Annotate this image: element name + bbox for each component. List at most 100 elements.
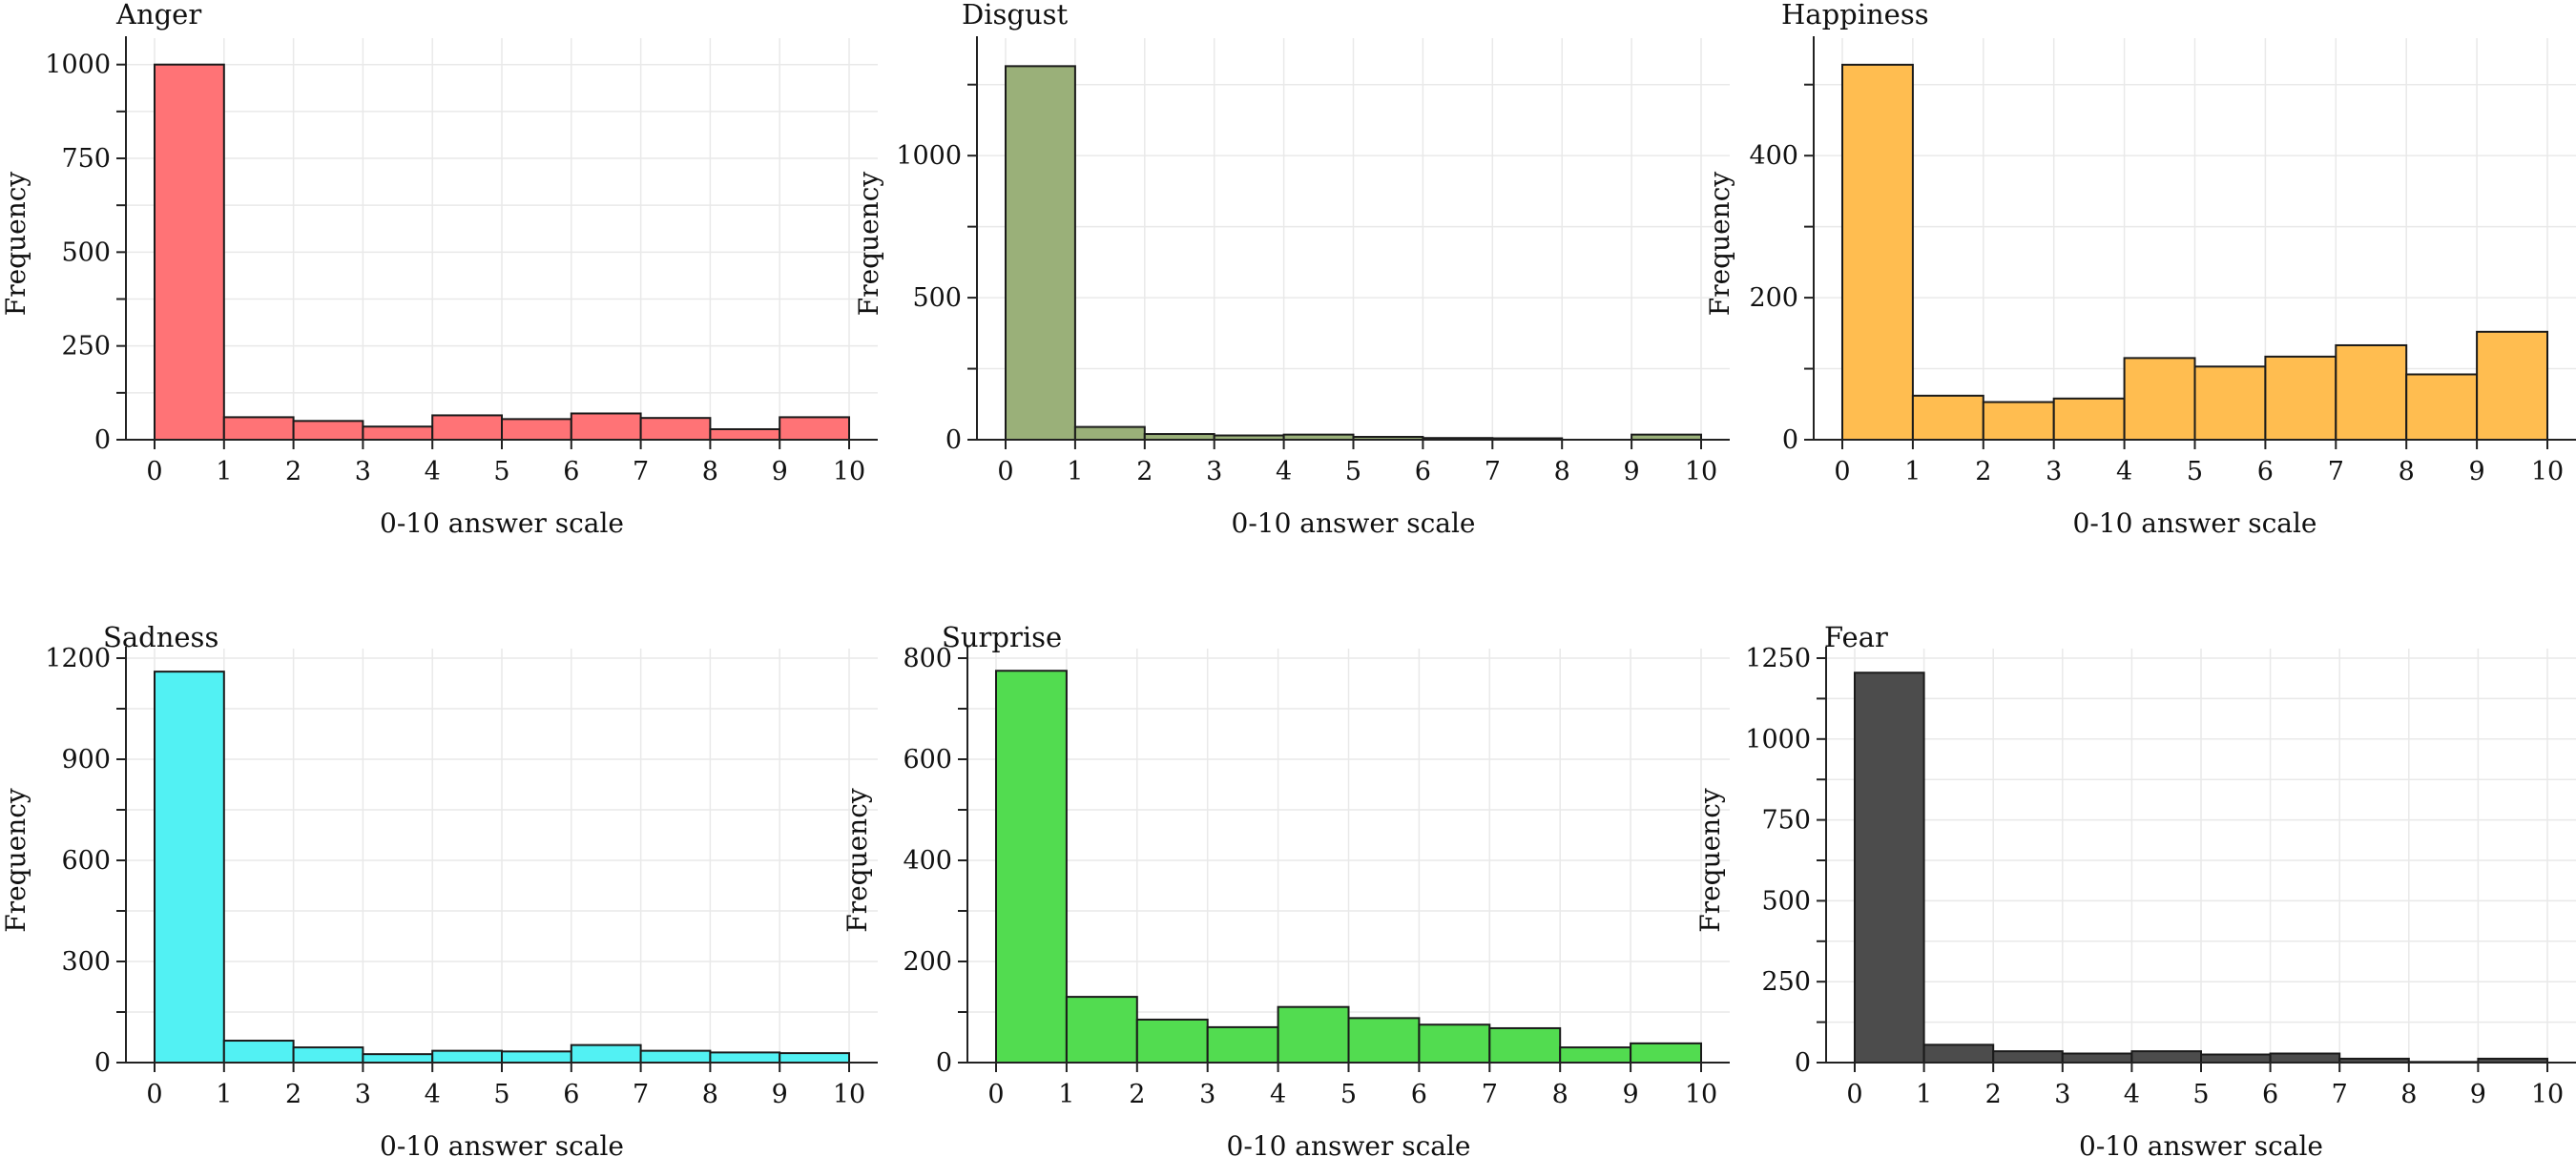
grid — [126, 38, 878, 440]
x-tick-label: 2 — [1985, 1080, 2002, 1109]
bar-2-3 — [292, 1046, 364, 1064]
x-tick-label: 2 — [1136, 457, 1153, 486]
x-tick-label: 2 — [1975, 457, 1991, 486]
y-tick-label: 1250 — [1745, 644, 1811, 673]
x-tick-label: 8 — [702, 1080, 718, 1109]
bars — [995, 670, 1702, 1064]
x-tick-label: 9 — [2470, 1080, 2486, 1109]
x-tick-label: 9 — [2469, 457, 2485, 486]
bar-5-6 — [2200, 1053, 2272, 1064]
bar-1-2 — [1065, 996, 1138, 1064]
x-tick-label: 0 — [997, 457, 1013, 486]
panel-title: Fear — [1824, 621, 1888, 653]
bar-8-9 — [2405, 373, 2479, 441]
y-axis-title: Frequency — [841, 788, 873, 933]
x-tick-label: 4 — [2116, 457, 2132, 486]
x-tick-label: 0 — [987, 1080, 1004, 1109]
bar-4-5 — [431, 1049, 504, 1064]
grid — [977, 38, 1730, 440]
bar-0-1 — [1841, 63, 1914, 441]
x-tick-label: 5 — [1340, 1080, 1357, 1109]
y-axis-title: Frequency — [853, 172, 884, 317]
x-axis-title: 0-10 answer scale — [1232, 507, 1476, 539]
x-tick-label: 5 — [2192, 1080, 2209, 1109]
bar-5-6 — [1347, 1017, 1421, 1064]
x-tick-label: 3 — [2054, 1080, 2070, 1109]
y-tick-label: 200 — [1749, 283, 1798, 313]
y-tick-label: 500 — [1761, 886, 1811, 916]
x-axis-title: 0-10 answer scale — [380, 1130, 624, 1157]
bar-6-7 — [570, 412, 642, 442]
bar-8-9 — [1559, 1046, 1632, 1064]
y-tick-label: 750 — [61, 144, 111, 174]
y-tick-label: 0 — [94, 1048, 111, 1078]
panel-disgust: 0 500 1000 0 1 2 3 4 5 6 7 8 9 10 0-10 answer scale Fre… — [853, 0, 1730, 539]
bar-8-9 — [709, 1051, 781, 1064]
y-tick-label: 600 — [903, 745, 952, 775]
y-axis-title: Frequency — [0, 788, 31, 933]
x-tick-label: 0 — [1846, 1080, 1862, 1109]
y-tick-label: 900 — [61, 745, 111, 775]
x-tick-label: 9 — [1624, 457, 1640, 486]
bar-3-4 — [2052, 397, 2126, 441]
bar-6-7 — [1418, 1023, 1491, 1064]
y-tick-label: 0 — [945, 425, 962, 455]
panel-surprise: 0 200 400 600 800 0 1 2 3 4 5 6 7 8 9 10 0-10 answer sca… — [841, 621, 1730, 1157]
x-axis-title: 0-10 answer scale — [2079, 1130, 2323, 1157]
x-tick-label: 7 — [1482, 1080, 1498, 1109]
bar-3-4 — [362, 1053, 434, 1064]
x-tick-label: 10 — [833, 1080, 865, 1109]
x-tick-label: 4 — [425, 1080, 441, 1109]
x-tick-label: 3 — [355, 457, 371, 486]
x-tick-label: 4 — [1276, 457, 1292, 486]
bar-9-10 — [1630, 1042, 1702, 1064]
y-tick-label: 1000 — [896, 141, 962, 171]
x-axis-title: 0-10 answer scale — [2073, 507, 2317, 539]
bar-4-5 — [431, 414, 504, 441]
x-tick-label: 2 — [285, 1080, 301, 1109]
bar-6-7 — [570, 1043, 642, 1064]
x-tick-label: 0 — [146, 1080, 162, 1109]
x-tick-label: 1 — [216, 1080, 232, 1109]
bar-7-8 — [639, 1049, 712, 1064]
bar-7-8 — [1488, 1026, 1562, 1064]
bar-4-5 — [2123, 357, 2196, 441]
x-tick-label: 4 — [1270, 1080, 1286, 1109]
bar-7-8 — [639, 417, 712, 441]
x-tick-label: 1 — [1916, 1080, 1932, 1109]
panel-fear: 0 250 500 750 1000 1250 0 1 2 3 4 5 6 7 8 9 10 0-10 answe… — [1694, 621, 2576, 1157]
x-tick-label: 4 — [425, 457, 441, 486]
y-tick-label: 750 — [1761, 806, 1811, 836]
bar-2-3 — [292, 420, 364, 442]
bar-0-1 — [154, 671, 225, 1064]
bar-4-5 — [1277, 1005, 1350, 1064]
x-tick-label: 10 — [2531, 457, 2564, 486]
panel-title: Happiness — [1781, 0, 1929, 31]
y-tick-label: 1200 — [45, 644, 111, 673]
bar-8-9 — [709, 427, 781, 441]
bar-3-4 — [362, 425, 434, 441]
y-tick-label: 250 — [61, 332, 111, 362]
y-tick-label: 500 — [912, 283, 962, 313]
bar-2-3 — [1135, 1018, 1209, 1064]
x-tick-label: 10 — [833, 457, 865, 486]
x-tick-label: 9 — [772, 1080, 788, 1109]
y-tick-label: 0 — [1782, 425, 1798, 455]
x-tick-label: 6 — [563, 457, 579, 486]
bar-2-3 — [1992, 1050, 2064, 1064]
bar-5-6 — [501, 1050, 572, 1064]
bar-2-3 — [1982, 401, 2055, 442]
y-tick-label: 300 — [61, 947, 111, 977]
y-tick-label: 0 — [936, 1048, 952, 1078]
bar-9-10 — [779, 1052, 851, 1064]
x-tick-label: 5 — [2187, 457, 2203, 486]
bar-3-4 — [1206, 1025, 1279, 1064]
bar-0-1 — [1005, 65, 1076, 441]
grid — [126, 649, 878, 1063]
bars — [154, 671, 851, 1064]
x-tick-label: 5 — [493, 457, 509, 486]
x-tick-label: 8 — [1554, 457, 1570, 486]
x-tick-label: 3 — [355, 1080, 371, 1109]
y-tick-label: 600 — [61, 846, 111, 876]
x-tick-label: 8 — [1552, 1080, 1568, 1109]
